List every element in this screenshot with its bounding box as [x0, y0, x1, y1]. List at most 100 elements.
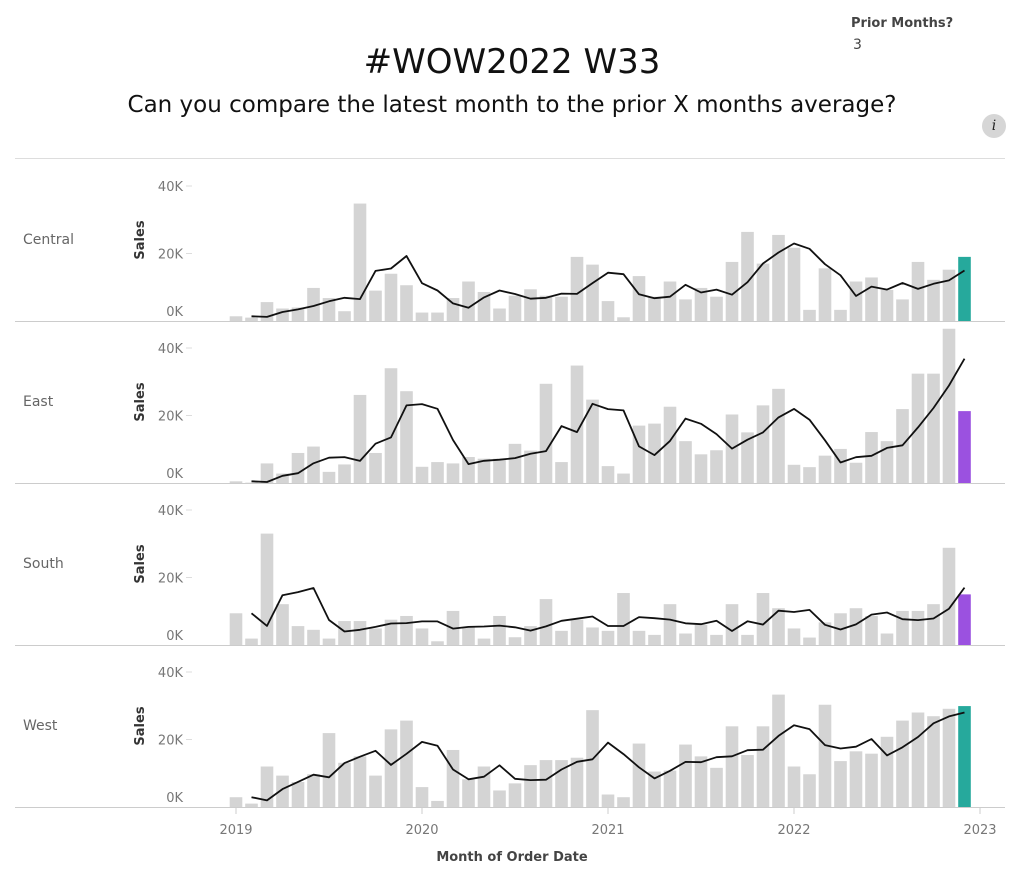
sales-bar	[446, 463, 460, 483]
sales-bar	[648, 771, 661, 807]
sales-bar	[276, 473, 289, 483]
sales-bar	[865, 615, 878, 645]
info-icon[interactable]: i	[982, 114, 1006, 138]
sales-bar	[648, 423, 661, 483]
sales-bar	[741, 755, 754, 807]
sales-bar	[803, 309, 816, 321]
y-tick-label: 0K	[166, 629, 183, 644]
sales-bar	[570, 757, 584, 807]
sales-bar	[431, 462, 444, 483]
y-axis-title: Sales	[133, 382, 148, 421]
sales-bar	[896, 610, 909, 645]
sales-bar	[245, 638, 258, 645]
sales-bar	[322, 471, 336, 483]
sales-bar	[725, 261, 739, 321]
sales-bar	[493, 790, 506, 807]
sales-bar	[415, 787, 429, 807]
sales-bar	[694, 454, 708, 483]
sales-bar	[880, 736, 894, 807]
sales-bar	[725, 604, 739, 645]
region-label: West	[23, 718, 58, 734]
prior-average-line	[251, 358, 966, 483]
x-tick-label: 2021	[591, 823, 624, 838]
sales-bar	[787, 628, 801, 645]
sales-bar	[539, 760, 553, 807]
prior-months-input[interactable]: 3	[853, 37, 862, 53]
prior-months-label: Prior Months?	[851, 16, 954, 31]
y-tick-label: 20K	[158, 734, 184, 749]
sales-bar	[539, 383, 553, 483]
sales-bar	[632, 630, 646, 645]
y-tick-label: 20K	[158, 572, 184, 587]
sales-bar	[772, 388, 785, 483]
sales-bar	[617, 473, 630, 483]
sales-bar	[880, 289, 894, 321]
sales-bar	[803, 467, 816, 483]
sales-bar	[818, 455, 832, 483]
sales-bar	[353, 621, 367, 645]
sales-bar	[477, 458, 491, 483]
sales-bar	[849, 462, 863, 483]
sales-bar	[927, 716, 940, 807]
sales-bar	[400, 391, 413, 483]
x-axis-title: Month of Order Date	[436, 850, 588, 865]
sales-bar	[260, 463, 274, 483]
sales-bar	[942, 708, 956, 807]
sales-bar	[601, 630, 615, 645]
sales-bar	[570, 619, 584, 645]
sales-bar	[710, 767, 723, 807]
sales-bar	[617, 797, 630, 807]
sales-bar	[663, 281, 677, 321]
sales-bar	[694, 287, 708, 321]
sales-bar	[369, 628, 382, 645]
sales-bar	[353, 394, 367, 483]
sales-bar	[338, 311, 351, 321]
sales-bar	[462, 627, 475, 645]
sales-bar	[601, 301, 615, 321]
sales-bar	[694, 624, 708, 645]
y-axis-title: Sales	[133, 220, 148, 259]
sales-bar	[322, 298, 336, 321]
sales-bar	[942, 269, 956, 321]
y-tick-label: 0K	[166, 305, 183, 320]
sales-bar	[772, 694, 785, 807]
sales-bar	[927, 604, 940, 645]
sales-bar	[803, 637, 816, 645]
sales-bar	[849, 281, 863, 321]
region-label: East	[23, 394, 54, 410]
sales-bar	[787, 247, 801, 321]
sales-bar	[586, 399, 599, 483]
sales-bar	[865, 277, 878, 321]
dashboard-subtitle: Can you compare the latest month to the …	[127, 92, 897, 118]
sales-bar	[446, 749, 460, 807]
sales-bar	[570, 256, 584, 321]
prior-average-line	[251, 242, 965, 318]
sales-bar	[384, 619, 398, 645]
sales-bar	[493, 458, 506, 483]
y-tick-label: 0K	[166, 467, 183, 482]
sales-bar	[291, 452, 305, 483]
sales-bar	[462, 281, 475, 321]
sales-bar	[710, 296, 723, 321]
sales-bar	[803, 774, 816, 807]
y-tick-label: 40K	[158, 666, 184, 681]
sales-bar	[710, 634, 723, 645]
sales-bar	[617, 593, 630, 645]
sales-bar	[260, 766, 274, 807]
sales-bar	[338, 621, 351, 645]
sales-bar	[539, 295, 553, 321]
latest-month-bar	[958, 411, 971, 483]
sales-bar	[384, 368, 398, 483]
dashboard-title: #WOW2022 W33	[363, 42, 661, 82]
sales-bar	[679, 299, 692, 321]
y-tick-label: 20K	[158, 410, 184, 425]
sales-bar	[865, 432, 878, 483]
sales-bar	[911, 261, 925, 321]
latest-month-bar	[958, 706, 971, 807]
sales-bar	[555, 296, 568, 321]
sales-bar	[431, 800, 444, 807]
sales-bar	[787, 464, 801, 483]
sales-bar	[291, 626, 305, 645]
sales-bar	[307, 287, 320, 321]
sales-bar	[431, 312, 444, 321]
